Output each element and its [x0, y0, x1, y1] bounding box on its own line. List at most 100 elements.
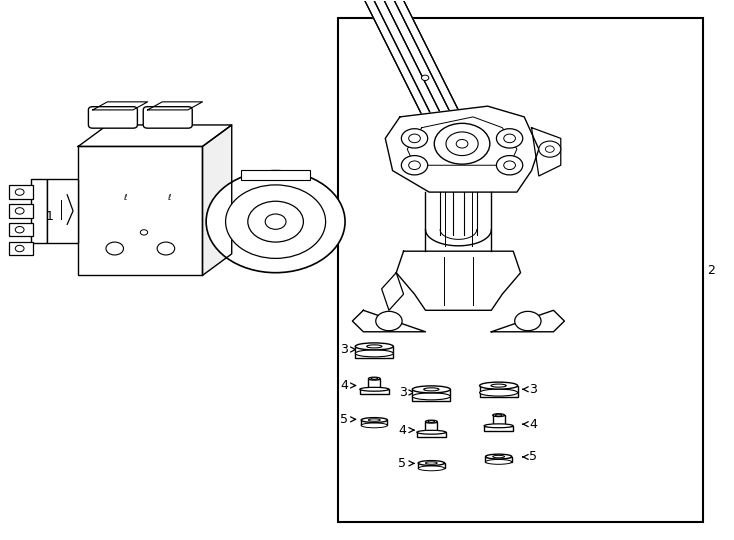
Ellipse shape: [417, 430, 446, 434]
Bar: [426, 422, 437, 432]
Bar: [361, 420, 388, 426]
Circle shape: [225, 185, 326, 259]
Text: 5: 5: [399, 457, 407, 470]
Bar: [493, 415, 504, 426]
Polygon shape: [92, 102, 148, 110]
Ellipse shape: [361, 417, 388, 422]
Polygon shape: [148, 102, 203, 110]
Circle shape: [401, 156, 428, 175]
Circle shape: [157, 242, 175, 255]
Polygon shape: [352, 310, 426, 332]
Bar: [418, 463, 445, 468]
Text: 3: 3: [340, 343, 348, 356]
Bar: [479, 386, 517, 397]
Polygon shape: [349, 0, 465, 131]
Ellipse shape: [367, 345, 382, 348]
Bar: [78, 146, 203, 275]
Text: 3: 3: [529, 383, 537, 396]
Circle shape: [457, 139, 468, 148]
Circle shape: [376, 312, 402, 330]
Circle shape: [140, 230, 148, 235]
Polygon shape: [491, 310, 564, 332]
Bar: [241, 170, 310, 180]
Ellipse shape: [355, 343, 393, 350]
Ellipse shape: [418, 461, 445, 465]
Bar: [338, 17, 703, 523]
Circle shape: [539, 141, 561, 157]
Ellipse shape: [426, 462, 437, 464]
Text: 3: 3: [399, 386, 407, 399]
Circle shape: [409, 134, 421, 143]
Bar: [368, 379, 380, 389]
Circle shape: [206, 171, 345, 273]
Circle shape: [248, 201, 303, 242]
Ellipse shape: [371, 378, 377, 380]
Ellipse shape: [413, 386, 451, 393]
Ellipse shape: [426, 420, 437, 423]
Text: $\ell$: $\ell$: [167, 192, 172, 202]
Polygon shape: [382, 273, 404, 310]
Bar: [355, 346, 393, 357]
Ellipse shape: [355, 350, 393, 357]
Circle shape: [15, 226, 24, 233]
Ellipse shape: [368, 377, 380, 380]
Circle shape: [106, 242, 123, 255]
Polygon shape: [385, 106, 539, 192]
Ellipse shape: [493, 455, 504, 458]
Ellipse shape: [491, 384, 506, 387]
Bar: [360, 389, 389, 394]
Polygon shape: [203, 125, 232, 275]
Text: 2: 2: [707, 264, 715, 276]
Circle shape: [401, 129, 428, 148]
Circle shape: [446, 132, 478, 156]
Circle shape: [15, 245, 24, 252]
Circle shape: [515, 312, 541, 330]
Ellipse shape: [495, 414, 502, 416]
Ellipse shape: [418, 466, 445, 471]
Circle shape: [496, 156, 523, 175]
Circle shape: [409, 161, 421, 170]
Bar: [203, 190, 239, 232]
Circle shape: [15, 189, 24, 195]
Circle shape: [421, 75, 429, 80]
Polygon shape: [531, 127, 561, 176]
Bar: [417, 432, 446, 437]
Bar: [9, 223, 33, 237]
Bar: [9, 242, 33, 255]
Circle shape: [504, 161, 515, 170]
Ellipse shape: [424, 388, 439, 391]
Ellipse shape: [479, 382, 517, 389]
FancyBboxPatch shape: [88, 107, 137, 128]
Bar: [484, 426, 513, 430]
Polygon shape: [78, 125, 232, 146]
Bar: [47, 179, 78, 243]
Text: 1: 1: [46, 210, 54, 223]
Polygon shape: [396, 251, 520, 310]
Ellipse shape: [368, 419, 380, 421]
Text: $\ell$: $\ell$: [123, 192, 128, 202]
Bar: [485, 457, 512, 462]
Ellipse shape: [413, 393, 451, 400]
FancyBboxPatch shape: [143, 107, 192, 128]
Ellipse shape: [484, 424, 513, 428]
Ellipse shape: [485, 454, 512, 459]
Ellipse shape: [361, 423, 388, 428]
Circle shape: [15, 208, 24, 214]
Text: 4: 4: [399, 423, 407, 437]
Ellipse shape: [485, 460, 512, 464]
Circle shape: [504, 134, 515, 143]
Circle shape: [545, 146, 554, 152]
Text: 5: 5: [340, 413, 348, 426]
Text: 4: 4: [340, 379, 348, 392]
Ellipse shape: [479, 389, 517, 396]
Text: 4: 4: [529, 417, 537, 431]
Bar: [31, 179, 47, 243]
Text: 5: 5: [529, 450, 537, 463]
Bar: [9, 185, 33, 199]
Ellipse shape: [360, 387, 389, 391]
Bar: [9, 204, 33, 218]
Circle shape: [265, 214, 286, 230]
Circle shape: [496, 129, 523, 148]
Circle shape: [435, 123, 490, 164]
Ellipse shape: [493, 414, 504, 416]
